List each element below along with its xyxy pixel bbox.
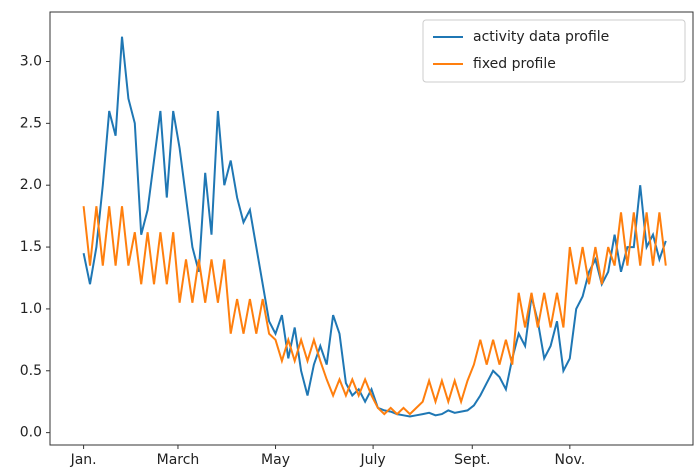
data-line bbox=[82, 206, 667, 416]
y-tick-label: 0.0 bbox=[20, 425, 42, 441]
x-tick-label: July bbox=[360, 452, 386, 468]
x-tick-label: May bbox=[261, 452, 290, 468]
y-tick-label: 0.5 bbox=[20, 363, 42, 379]
plot-frame bbox=[49, 11, 694, 446]
y-tick-label: 2.5 bbox=[20, 115, 42, 131]
y-tick-label: 3.0 bbox=[20, 53, 42, 69]
data-line bbox=[82, 36, 667, 418]
y-tick-label: 2.0 bbox=[20, 177, 42, 193]
x-tick-label: March bbox=[157, 452, 200, 468]
y-tick-label: 1.0 bbox=[20, 301, 42, 317]
legend-label: activity data profile bbox=[473, 29, 609, 45]
legend-label: fixed profile bbox=[473, 56, 556, 72]
legend-box bbox=[422, 19, 686, 83]
x-tick-label: Jan. bbox=[70, 452, 97, 468]
y-tick-label: 1.5 bbox=[20, 239, 42, 255]
x-tick-label: Sept. bbox=[454, 452, 490, 468]
x-tick-label: Nov. bbox=[554, 452, 585, 468]
